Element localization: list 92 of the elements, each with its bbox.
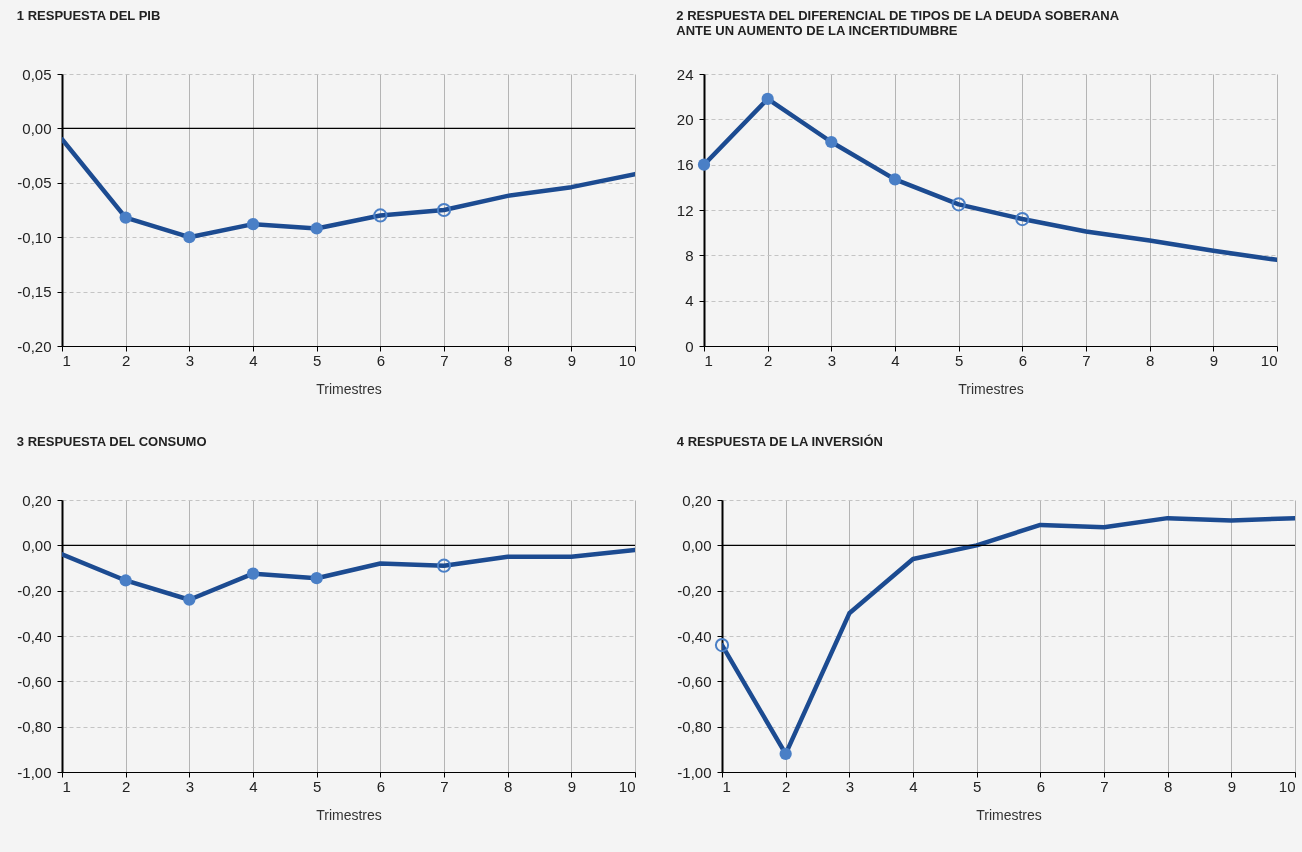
x-axis-title: Trimestres (976, 806, 1042, 823)
x-tick-label: 3 (845, 777, 855, 795)
point (310, 222, 323, 235)
y-tick-label: -0,20 (17, 337, 52, 355)
y-tick-label: 4 (685, 292, 694, 310)
x-tick-label: 4 (249, 351, 258, 369)
point (888, 173, 902, 186)
y-tick-label: -0,60 (677, 672, 712, 690)
x-tick-label: 6 (1036, 777, 1046, 795)
point (119, 211, 132, 224)
y-tick-label: 0,05 (22, 65, 52, 83)
x-tick-label: 1 (722, 777, 731, 795)
point (1015, 211, 1030, 227)
point (183, 593, 196, 606)
y-tick-label: 0,00 (22, 119, 52, 137)
y-tick-label: 8 (685, 246, 694, 264)
x-tick-label: 6 (376, 777, 386, 795)
y-tick-label: 20 (676, 110, 694, 128)
x-tick-label: 10 (1260, 351, 1278, 369)
y-tick-label: -0,15 (17, 283, 52, 301)
y-tick-label: -0,20 (17, 582, 52, 600)
x-tick-label: 1 (704, 351, 713, 369)
point (119, 574, 132, 587)
x-tick-label: 7 (1082, 351, 1091, 369)
y-tick-label: -0,40 (677, 627, 712, 645)
x-axis-title: Trimestres (958, 380, 1024, 397)
point (246, 567, 260, 580)
x-tick-label: 10 (618, 777, 636, 795)
x-tick-label: 4 (249, 777, 258, 795)
point (697, 158, 711, 171)
y-tick-label: -0,80 (677, 718, 712, 736)
chart-title: 1 RESPUESTA DEL PIB (16, 8, 161, 23)
point (825, 135, 838, 149)
x-tick-label: 8 (1163, 777, 1173, 795)
x-tick-label: 5 (954, 351, 964, 369)
y-tick-label: 16 (676, 156, 694, 174)
chart-title: 4 RESPUESTA DE LA INVERSIÓN (676, 434, 883, 449)
x-tick-label: 6 (1018, 351, 1028, 369)
x-tick-label: 6 (376, 351, 386, 369)
point (183, 231, 196, 244)
y-tick-label: 0,00 (682, 536, 712, 554)
y-tick-label: 0,20 (682, 491, 712, 509)
y-tick-label: -1,00 (677, 763, 712, 781)
x-tick-label: 5 (972, 777, 982, 795)
x-tick-label: 5 (312, 777, 322, 795)
x-tick-label: 7 (440, 777, 449, 795)
x-tick-label: 5 (312, 351, 322, 369)
point (246, 218, 260, 231)
y-tick-label: -0,80 (17, 718, 52, 736)
y-tick-label: 0,20 (22, 491, 52, 509)
y-tick-label: 24 (676, 65, 694, 83)
x-tick-label: 2 (121, 351, 131, 369)
y-tick-label: 12 (676, 201, 694, 219)
y-tick-label: -0,20 (677, 582, 712, 600)
x-tick-label: 4 (909, 777, 918, 795)
x-tick-label: 9 (567, 777, 577, 795)
x-tick-label: 4 (891, 351, 900, 369)
x-tick-label: 1 (62, 777, 71, 795)
point (436, 202, 452, 218)
point (373, 208, 388, 223)
x-axis-title: Trimestres (316, 806, 382, 823)
chart-title: 2 RESPUESTA DEL DIFERENCIAL DE TIPOS DE LA DEUDA SOBERANA ANTE UN AUMENTO DE LA INCERTIDUMBRE (676, 8, 1120, 38)
x-tick-label: 9 (567, 351, 577, 369)
x-tick-label: 3 (185, 351, 195, 369)
x-tick-label: 1 (62, 351, 71, 369)
y-tick-label: -1,00 (17, 763, 52, 781)
x-tick-label: 2 (781, 777, 791, 795)
y-tick-label: 0,00 (22, 536, 52, 554)
chart-title: 3 RESPUESTA DEL CONSUMO (16, 434, 207, 449)
x-tick-label: 10 (618, 351, 636, 369)
y-tick-label: 0 (685, 337, 694, 355)
point (761, 92, 774, 106)
x-tick-label: 2 (121, 777, 131, 795)
point (951, 197, 966, 212)
x-axis-title: Trimestres (316, 380, 382, 397)
point (310, 572, 323, 585)
x-tick-label: 10 (1278, 777, 1296, 795)
y-tick-label: -0,60 (17, 672, 52, 690)
y-tick-label: -0,05 (17, 174, 52, 192)
x-tick-label: 8 (1145, 351, 1155, 369)
y-tick-label: -0,40 (17, 627, 52, 645)
x-tick-label: 8 (503, 351, 513, 369)
x-tick-label: 3 (827, 351, 837, 369)
point (436, 558, 452, 573)
x-tick-label: 3 (185, 777, 195, 795)
x-tick-label: 7 (1100, 777, 1109, 795)
x-tick-label: 9 (1209, 351, 1219, 369)
x-tick-label: 8 (503, 777, 513, 795)
x-tick-label: 7 (440, 351, 449, 369)
y-tick-label: -0,10 (17, 228, 52, 246)
x-tick-label: 9 (1227, 777, 1237, 795)
x-tick-label: 2 (763, 351, 773, 369)
